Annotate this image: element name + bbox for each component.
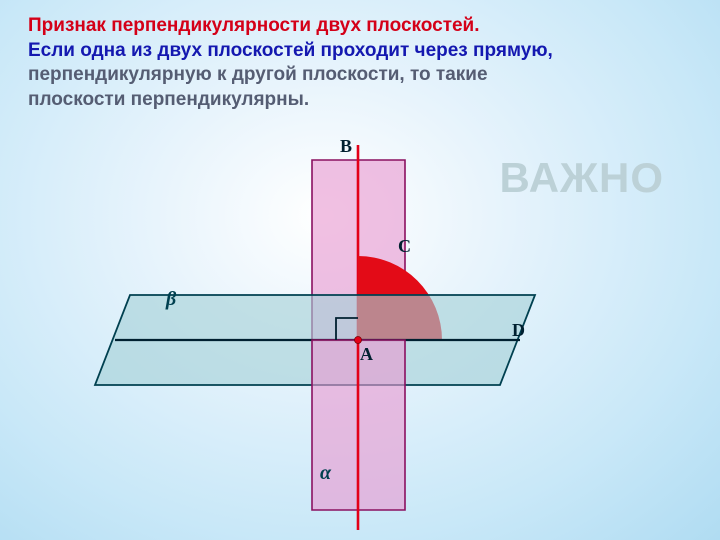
diagram-svg [60,140,620,540]
theorem-title: Признак перпендикулярности двух плоскост… [28,15,480,36]
label-a: A [360,344,373,365]
label-alpha: α [320,462,331,485]
perpendicular-planes-diagram: A В С D α β [60,140,620,540]
point-a [355,337,362,344]
label-d: D [512,320,525,341]
label-b: В [340,136,352,157]
theorem-text: Признак перпендикулярности двух плоскост… [28,14,704,113]
label-beta: β [166,288,176,311]
theorem-line-1: Если одна из двух плоскостей проходит че… [28,40,553,61]
label-c: С [398,236,411,257]
theorem-line-3: плоскости перпендикулярны. [28,89,309,110]
theorem-line-2: перпендикулярную к другой плоскости, то … [28,64,488,85]
